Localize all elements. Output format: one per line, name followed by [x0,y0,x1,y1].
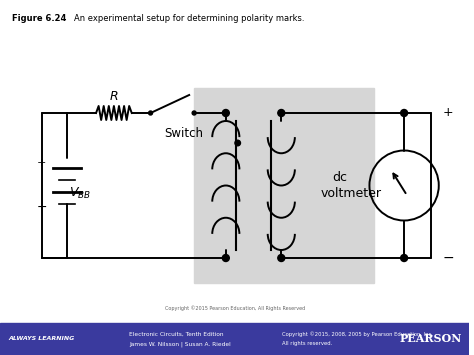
Text: ALWAYS LEARNING: ALWAYS LEARNING [8,337,74,342]
Circle shape [222,109,229,116]
Text: PEARSON: PEARSON [399,333,462,344]
Text: −: − [443,251,455,265]
Circle shape [401,255,408,262]
Circle shape [235,140,240,146]
Text: voltmeter: voltmeter [321,187,382,200]
Circle shape [278,255,285,262]
Text: R: R [109,89,118,103]
Text: Electronic Circuits, Tenth Edition: Electronic Circuits, Tenth Edition [129,332,223,337]
Circle shape [278,109,285,116]
Text: An experimental setup for determining polarity marks.: An experimental setup for determining po… [74,14,305,23]
Text: James W. Nilsson | Susan A. Riedel: James W. Nilsson | Susan A. Riedel [129,341,230,347]
Text: dc: dc [332,171,347,184]
Bar [194,88,374,283]
Text: Copyright ©2015 Pearson Education, All Rights Reserved: Copyright ©2015 Pearson Education, All R… [164,305,305,311]
Circle shape [401,109,408,116]
Text: Figure 6.24: Figure 6.24 [12,14,66,23]
Bar [0,323,469,355]
Circle shape [192,111,196,115]
Circle shape [222,255,229,262]
Text: +: + [443,106,453,120]
Text: +: + [37,158,46,169]
Text: All rights reserved.: All rights reserved. [283,342,333,346]
Text: $V_{BB}$: $V_{BB}$ [69,186,91,201]
Text: Switch: Switch [165,127,204,140]
Text: −: − [36,201,47,214]
Text: Copyright ©2015, 2008, 2005 by Pearson Education, Inc.: Copyright ©2015, 2008, 2005 by Pearson E… [283,331,433,337]
Circle shape [148,111,153,115]
